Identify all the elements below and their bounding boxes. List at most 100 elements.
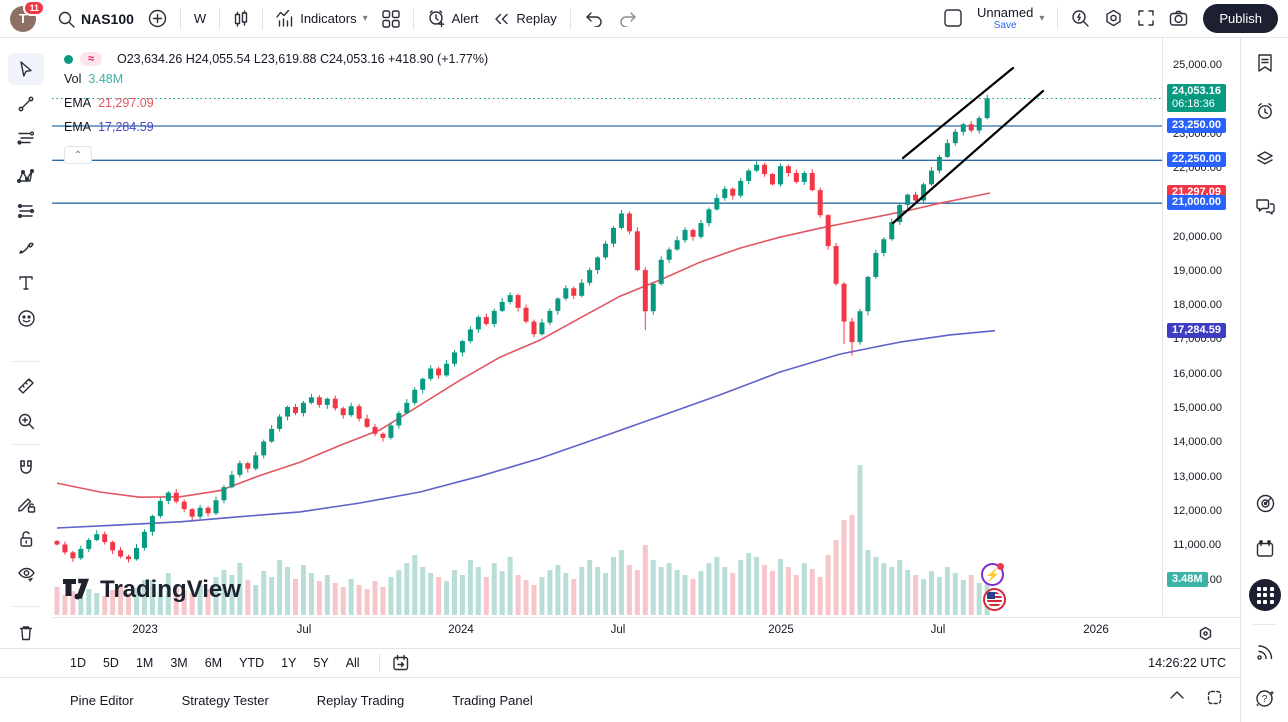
ruler-icon [18,378,34,394]
volume-bar [94,593,100,615]
us-economic-event-icon[interactable] [983,588,1006,611]
legend-collapse-button[interactable]: ⌃ [64,146,92,164]
tool-lock-all-drawings[interactable] [8,523,44,555]
right-sidebar: ? [1240,38,1288,722]
indicators-button[interactable]: Indicators ▾ [269,6,374,31]
panel-expand-chevron-icon[interactable] [1169,690,1185,700]
range-button-1m[interactable]: 1M [135,656,154,670]
sidebar-alerts-button[interactable] [1248,94,1282,128]
volume-bar [857,465,863,615]
replay-button[interactable]: Replay [485,6,563,32]
ema-fast-line[interactable] [56,192,991,499]
legend-ema-fast-row[interactable]: EMA 21,297.09 [64,93,488,113]
bottom-tab-strategy-tester[interactable]: Strategy Tester [181,692,269,708]
fullscreen-button[interactable] [1130,5,1162,31]
volume-bar [849,515,855,615]
volume-bar [785,567,791,615]
tool-xabcd-pattern[interactable] [8,160,44,192]
tool-ruler[interactable] [8,370,44,402]
trend-channel-line[interactable] [901,66,1015,160]
candle-body [356,406,362,419]
ema-fast-value: 21,297.09 [98,96,154,110]
tool-drawing-mode-lock[interactable] [8,488,44,520]
undo-button[interactable] [577,7,611,31]
bottom-tab-pine-editor[interactable]: Pine Editor [70,692,134,708]
sidebar-apps-button[interactable] [1248,578,1282,612]
sidebar-calendar-button[interactable] [1248,532,1282,566]
volume-bar [793,575,799,615]
chart-type-button[interactable] [226,6,256,32]
price-axis[interactable]: 25,000.0024,000.0023,000.0022,000.0021,0… [1162,38,1240,617]
tool-emoji[interactable] [8,302,44,334]
candle-body [793,173,799,182]
volume-bar [380,587,386,615]
indicator-templates-button[interactable] [375,6,407,32]
range-button-ytd[interactable]: YTD [239,656,265,670]
layout-name-button[interactable]: Unnamed Save ▾ [970,2,1051,35]
tool-text[interactable] [8,267,44,299]
alert-button[interactable]: Alert [420,5,486,32]
trend-channel-line[interactable] [891,89,1045,225]
axis-settings-gear-icon[interactable] [1198,626,1213,641]
tool-cursor[interactable] [8,53,44,85]
time-axis[interactable]: 2023 Jul 2024 Jul 2025 Jul 2026 [52,617,1240,648]
candle-body [785,166,791,174]
range-button-6m[interactable]: 6M [204,656,223,670]
range-button-1d[interactable]: 1D [70,656,86,670]
tool-zoom-in[interactable] [8,405,44,437]
symbol-name: NAS100 [81,10,134,27]
mind-event-icon[interactable]: ⚡ [981,563,1004,586]
settings-button[interactable] [1097,5,1130,32]
chevron-down-icon: ▾ [1039,12,1045,24]
legend-volume-row[interactable]: Vol 3.48M [64,69,488,89]
compare-add-button[interactable] [141,5,174,32]
volume-bar [452,570,457,615]
bottom-tab-trading-panel[interactable]: Trading Panel [452,692,533,708]
server-clock[interactable]: 14:26:22 UTC [1148,656,1226,670]
tool-remove-drawings[interactable] [8,617,44,649]
quick-search-button[interactable] [1064,5,1097,32]
range-button-1y[interactable]: 1Y [281,656,297,670]
volume-bar [674,570,680,615]
tool-fib-retracement[interactable] [8,195,44,227]
sidebar-help-button[interactable]: ? [1248,681,1282,715]
range-button-all[interactable]: All [345,656,360,670]
publish-button[interactable]: Publish [1203,3,1278,33]
candle-body [126,556,132,560]
time-axis-label: 2026 [1083,624,1109,636]
range-button-3m[interactable]: 3M [170,656,188,670]
candle-body [102,534,108,543]
screenshot-button[interactable] [1162,5,1195,31]
tool-brush[interactable] [8,232,44,264]
sidebar-screener-button[interactable] [1248,486,1282,520]
legend-ema-slow-row[interactable]: EMA 17,284.59 [64,117,488,137]
replay-icon [495,13,509,24]
go-to-date-icon[interactable] [392,654,410,672]
range-button-5d[interactable]: 5D [102,656,119,670]
price-chart[interactable] [0,38,1240,617]
candle-body [436,368,442,376]
time-axis-label: 2025 [768,624,794,636]
sidebar-data-feed-button[interactable] [1248,634,1282,668]
volume-bar [618,550,624,615]
sidebar-object-tree-button[interactable] [1248,141,1282,175]
tool-magnet[interactable] [8,452,44,484]
user-avatar[interactable]: T 11 [10,0,45,32]
tool-trend-line[interactable] [8,88,44,120]
candle-body [611,227,616,244]
tool-horizontal-line[interactable] [8,122,44,154]
redo-button[interactable] [611,7,645,31]
symbol-search-button[interactable]: NAS100 [50,6,141,32]
tool-hide-drawings[interactable] [8,558,44,590]
volume-bar [698,571,704,615]
range-button-5y[interactable]: 5Y [313,656,329,670]
legend-main-row[interactable]: ≈ O23,634.26 H24,055.54 L23,619.88 C24,0… [64,49,488,69]
panel-maximize-icon[interactable] [1207,690,1222,705]
sidebar-watchlist-button[interactable] [1248,46,1282,80]
bottom-tab-replay-trading[interactable]: Replay Trading [316,692,405,708]
trend-line-icon [18,96,34,112]
ema-slow-line[interactable] [56,329,996,529]
interval-button[interactable]: W [187,7,213,30]
layout-select-button[interactable] [936,4,970,32]
sidebar-chat-button[interactable] [1248,189,1282,223]
